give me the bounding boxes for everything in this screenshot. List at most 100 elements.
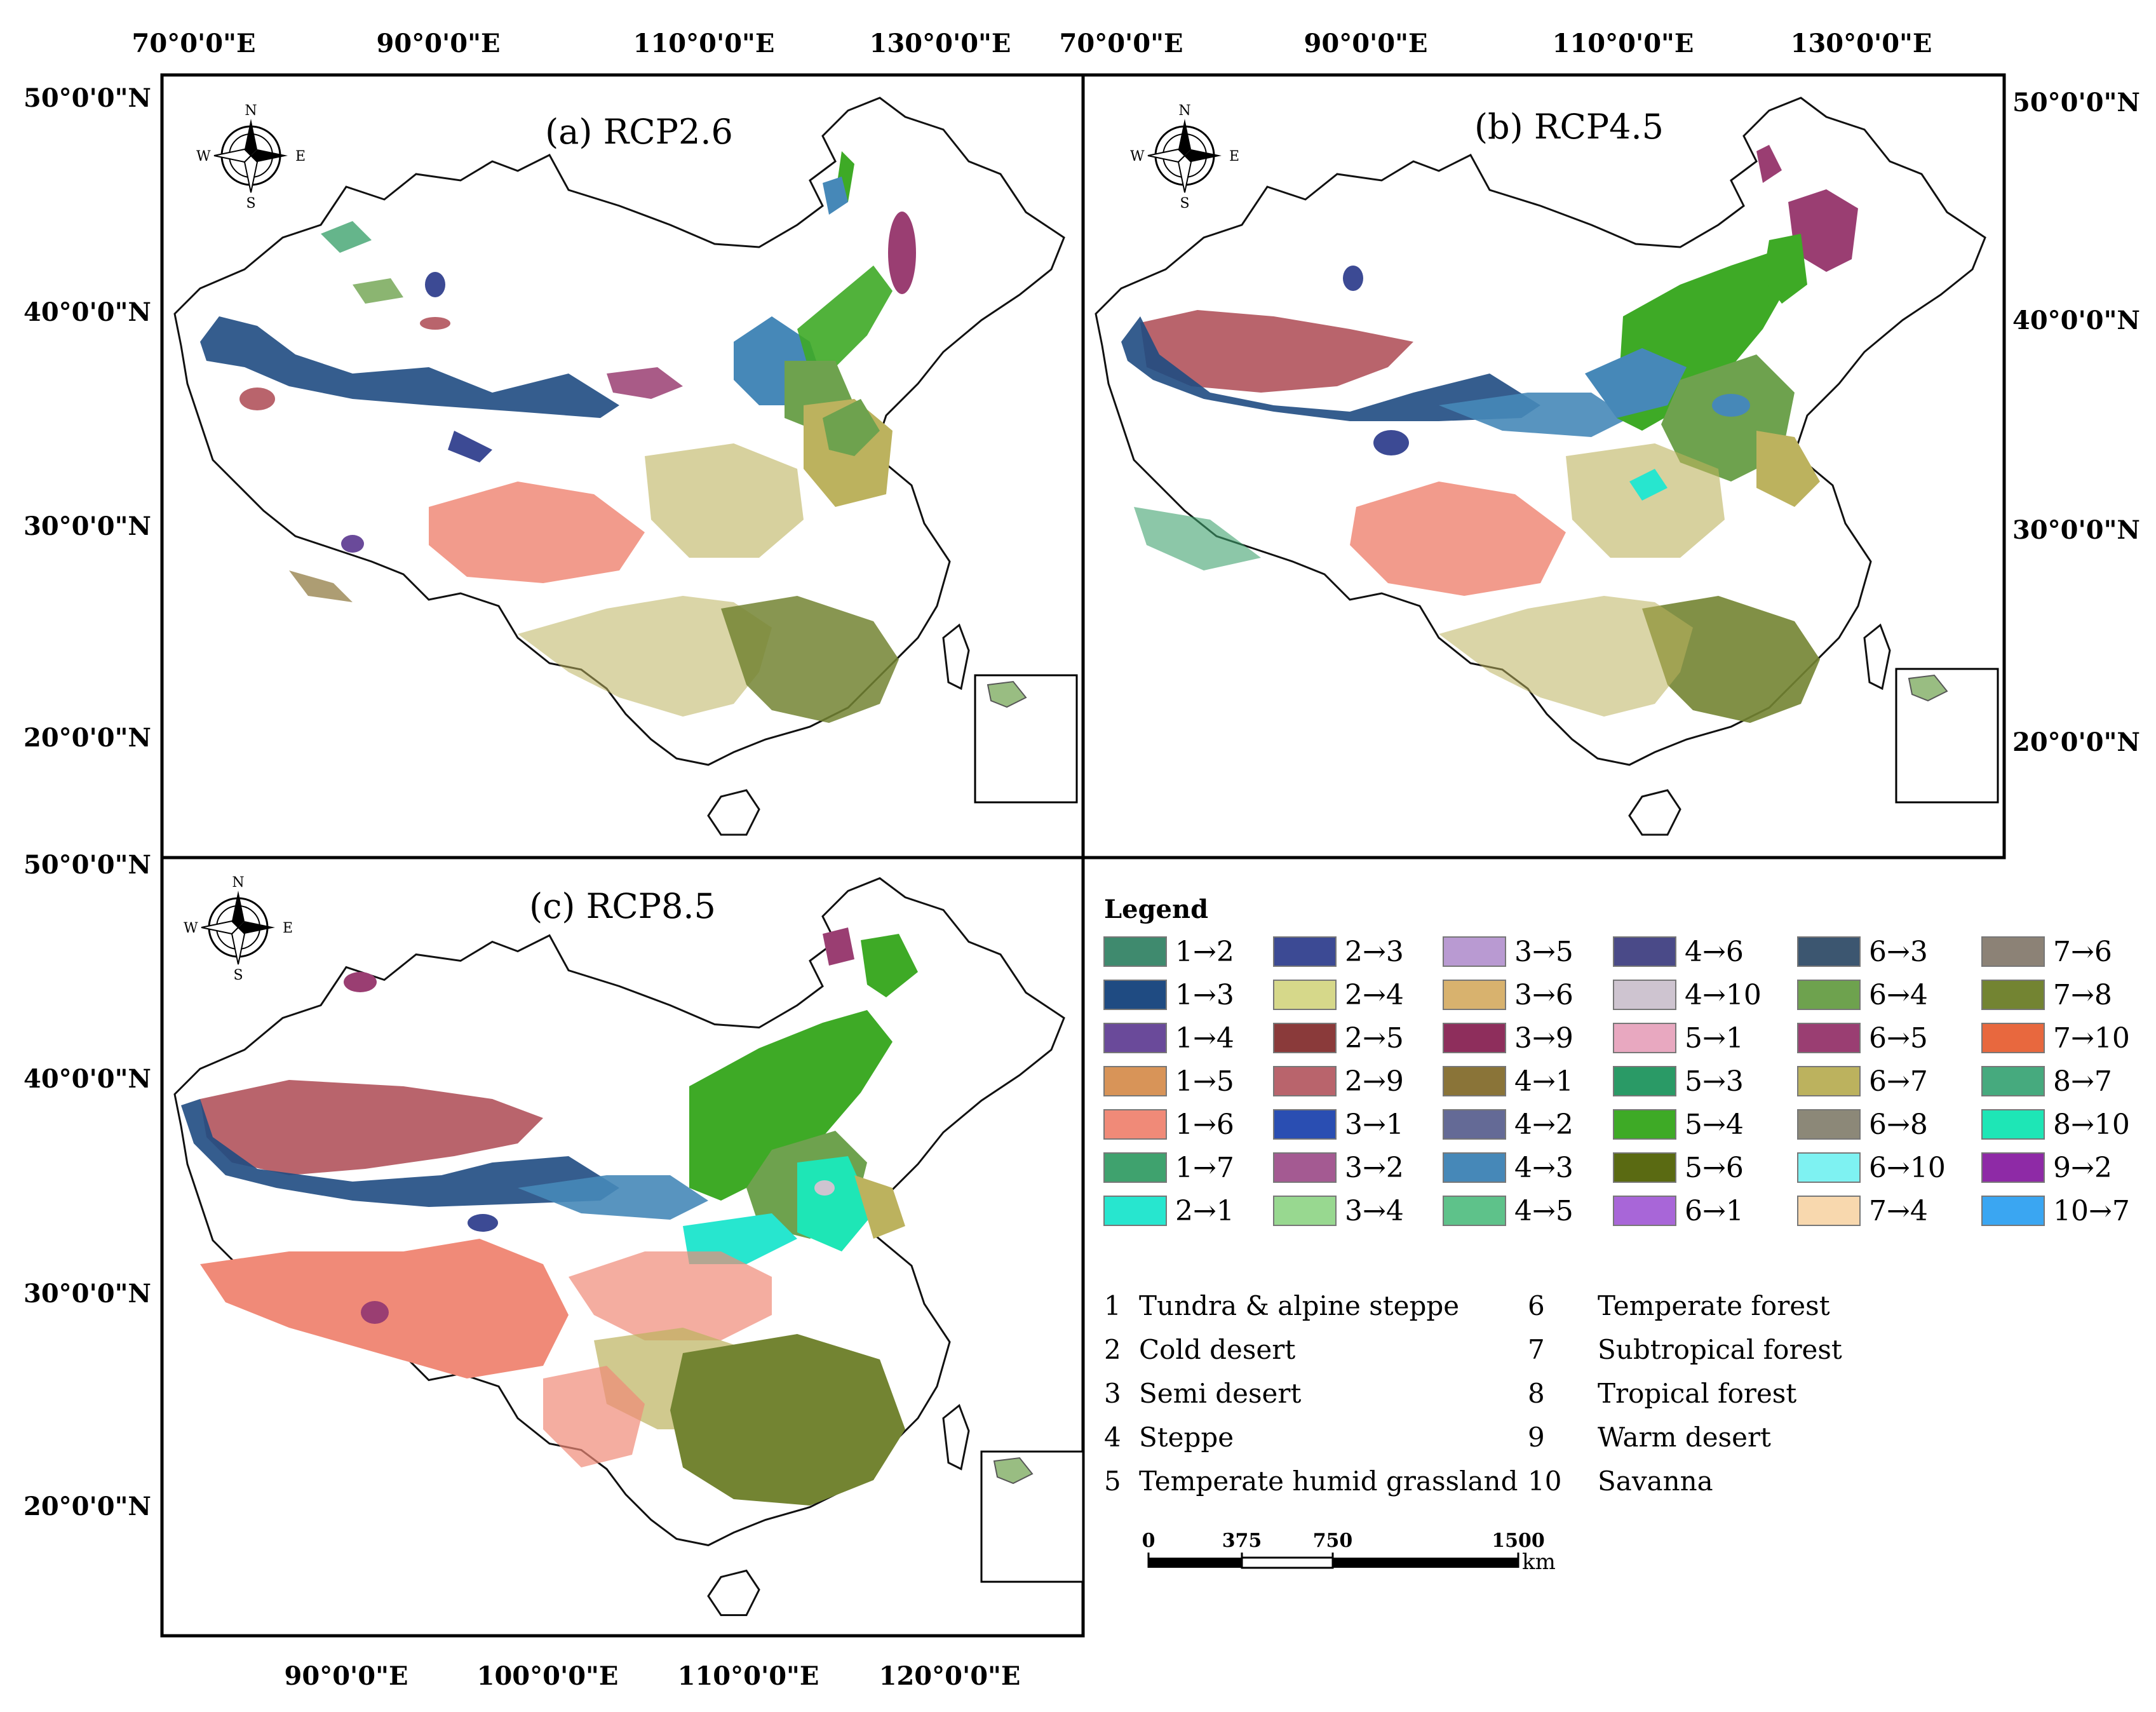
scale-tick-0: 0 [1142,1530,1155,1552]
legend-swatch [1613,936,1676,967]
legend-swatch [1981,936,2045,967]
svg-text:W: W [1130,149,1145,165]
legend-label: 5→4 [1685,1109,1744,1141]
legend-swatch [1273,936,1337,967]
legend-swatch [1797,1196,1861,1226]
compass-rose-icon: N S E W [1130,103,1239,212]
legend-label: 6→8 [1869,1109,1928,1141]
left-latitude-labels: 50°0'0"N 40°0'0"N 30°0'0"N 20°0'0"N 50°0… [24,83,151,1521]
class-name: Cold desert [1139,1334,1295,1365]
scale-tick-375: 375 [1222,1530,1262,1552]
legend-label: 3→6 [1514,979,1573,1011]
lat-label-50n-a: 50°0'0"N [24,83,151,113]
legend-swatch [1273,1109,1337,1140]
legend-swatch [1613,1066,1676,1096]
legend-label: 6→4 [1869,979,1928,1011]
legend-label: 2→4 [1345,979,1404,1011]
legend-label: 7→10 [2053,1022,2130,1055]
legend-swatch [1797,1066,1861,1096]
lon-label-120e-bottom: 120°0'0"E [879,1661,1021,1691]
legend-label: 4→2 [1514,1109,1573,1141]
panel-b-title: (b) RCP4.5 [1474,107,1664,147]
legend-swatch [1981,1066,2045,1096]
legend-label: 1→7 [1175,1152,1234,1184]
legend-swatch [1443,1023,1506,1053]
class-number: 7 [1528,1334,1545,1365]
lon-label-70e-a: 70°0'0"E [132,29,256,58]
panel-b-map [1095,97,1999,836]
legend-label: 3→1 [1345,1109,1404,1141]
panel-a-title: (a) RCP2.6 [545,112,733,152]
svg-text:W: W [196,149,211,165]
legend-label: 5→6 [1685,1152,1744,1184]
legend-label: 5→3 [1685,1065,1744,1098]
legend-swatch [1273,1066,1337,1096]
legend-swatch [1613,1152,1676,1183]
legend-label: 1→3 [1175,979,1234,1011]
legend-label: 8→7 [2053,1065,2112,1098]
lat-label-50n-c: 50°0'0"N [24,850,151,880]
lon-label-130e-a: 130°0'0"E [870,29,1011,58]
legend-label: 6→10 [1869,1152,1946,1184]
legend-swatch [1103,1023,1167,1053]
legend-label: 4→5 [1514,1195,1573,1227]
legend-swatch [1103,1152,1167,1183]
lon-label-110e-a: 110°0'0"E [633,29,775,58]
class-number: 6 [1528,1290,1545,1321]
class-number: 3 [1104,1378,1121,1409]
svg-text:E: E [1229,149,1239,165]
legend-label: 6→5 [1869,1022,1928,1055]
svg-text:N: N [232,875,244,891]
legend-label: 1→2 [1175,936,1234,968]
lon-label-100e-bottom: 100°0'0"E [477,1661,619,1691]
legend-label: 2→1 [1175,1195,1234,1227]
svg-text:S: S [1180,196,1189,212]
legend-swatch [1613,1023,1676,1053]
svg-text:N: N [245,103,257,119]
legend-swatch [1103,1066,1167,1096]
legend: 1→2 1→3 1→4 1→5 1→6 1→7 2→1 2→3 2→4 2→5 2→9 3→1 3→2 3… [1103,936,2130,1227]
legend-swatch [1103,1109,1167,1140]
legend-label: 6→7 [1869,1065,1928,1098]
lat-label-30n-c: 30°0'0"N [24,1279,151,1309]
legend-label: 3→9 [1514,1022,1573,1055]
lat-label-40n-b: 40°0'0"N [2012,306,2140,335]
legend-swatch [1273,980,1337,1010]
svg-text:E: E [295,149,306,165]
lon-label-70e-b: 70°0'0"E [1060,29,1183,58]
legend-swatch [1797,980,1861,1010]
legend-swatch [1797,1023,1861,1053]
lat-label-40n-c: 40°0'0"N [24,1064,151,1094]
legend-label: 7→6 [2053,936,2112,968]
legend-swatch [1981,1109,2045,1140]
svg-text:E: E [283,920,293,936]
panel-b-frame [1081,73,2006,859]
legend-label: 1→4 [1175,1022,1234,1055]
legend-label: 1→5 [1175,1065,1234,1098]
class-name: Warm desert [1598,1422,1771,1453]
vegetation-class-list: 1 Tundra & alpine steppe 2 Cold desert 3 Semi… [1104,1290,1842,1497]
legend-label: 5→1 [1685,1022,1744,1055]
lon-label-130e-b: 130°0'0"E [1791,29,1932,58]
legend-label: 9→2 [2053,1152,2112,1184]
legend-label: 2→5 [1345,1022,1404,1055]
compass-rose-icon: N S E W [184,875,293,983]
lat-label-50n-b: 50°0'0"N [2012,88,2140,118]
legend-swatch [1103,1196,1167,1226]
class-number: 8 [1528,1378,1545,1409]
lon-label-90e-a: 90°0'0"E [377,29,501,58]
lat-label-20n-a: 20°0'0"N [24,723,151,753]
lon-label-90e-bottom: 90°0'0"E [285,1661,408,1691]
scale-tick-1500: 1500 [1492,1530,1545,1552]
legend-swatch [1443,1196,1506,1226]
panel-c-title: (c) RCP8.5 [529,886,716,926]
legend-label: 4→1 [1514,1065,1573,1098]
legend-label: 6→1 [1685,1195,1744,1227]
class-name: Temperate humid grassland [1139,1466,1518,1497]
class-name: Tropical forest [1598,1378,1796,1409]
legend-swatch [1103,980,1167,1010]
legend-label: 6→3 [1869,936,1928,968]
class-name: Temperate forest [1598,1290,1830,1321]
legend-title: Legend [1104,894,1208,924]
class-name: Semi desert [1139,1378,1301,1409]
